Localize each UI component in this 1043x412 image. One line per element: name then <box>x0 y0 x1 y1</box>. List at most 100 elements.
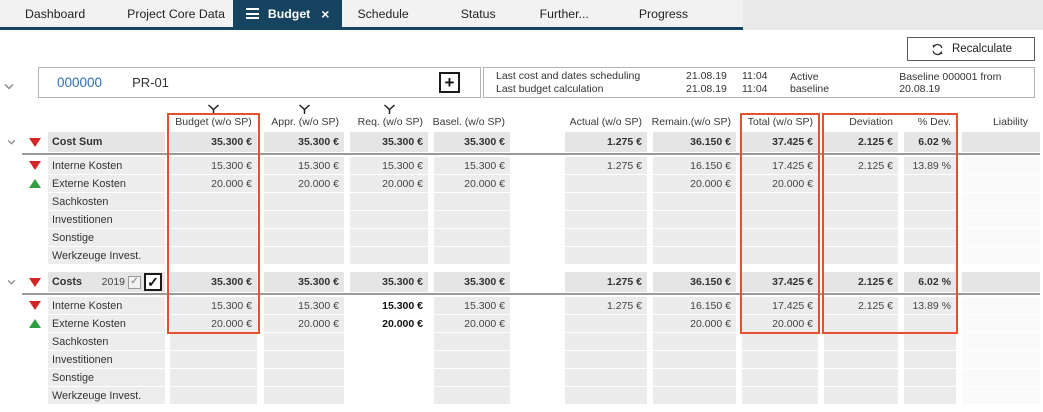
column-header[interactable]: Liability <box>992 115 1028 128</box>
row-label: Sonstige <box>48 369 165 386</box>
column-header[interactable]: Req. (w/o SP) <box>357 115 423 128</box>
cell-actual: 1.275 € <box>565 272 647 292</box>
filter-icon[interactable] <box>383 104 396 115</box>
cell-req[interactable] <box>350 351 428 368</box>
cell-percent-dev <box>904 247 956 264</box>
cell-req[interactable] <box>350 229 428 246</box>
cell-budget: 35.300 € <box>170 132 257 152</box>
table-header: Budget (w/o SP) Appr. (w/o SP) Req. (w/o… <box>0 102 1043 132</box>
cell-actual <box>565 351 647 368</box>
cell-budget: 20.000 € <box>170 315 257 332</box>
column-header[interactable]: Budget (w/o SP) <box>175 115 252 128</box>
cell-appr: 20.000 € <box>264 315 344 332</box>
row-label: Externe Kosten <box>48 175 165 192</box>
tab-budget[interactable]: Budget × <box>232 0 343 27</box>
cell-liability <box>962 193 1040 210</box>
cell-req[interactable]: 15.300 € <box>350 157 428 174</box>
row-label: Investitionen <box>48 351 165 368</box>
cell-appr: 35.300 € <box>264 272 344 292</box>
table-row[interactable]: Sachkosten <box>0 193 1043 210</box>
cell-req[interactable] <box>350 211 428 228</box>
cell-appr: 15.300 € <box>264 157 344 174</box>
cell-percent-dev <box>904 333 956 350</box>
table-row[interactable]: Sonstige <box>0 369 1043 386</box>
column-header[interactable]: % Dev. <box>917 115 951 128</box>
table-row[interactable]: Sachkosten <box>0 333 1043 350</box>
cell-total: 20.000 € <box>742 315 818 332</box>
cell-budget <box>170 247 257 264</box>
cell-req[interactable]: 20.000 € <box>350 315 428 332</box>
cell-deviation: 2.125 € <box>824 272 898 292</box>
column-header[interactable]: Deviation <box>849 115 893 128</box>
cell-basel: 35.300 € <box>434 272 510 292</box>
project-box[interactable]: 000000 PR-01 + <box>38 67 481 98</box>
row-collapse-chevron-icon[interactable] <box>0 279 22 285</box>
hamburger-menu-icon[interactable] <box>245 8 259 19</box>
cell-req[interactable] <box>350 247 428 264</box>
table-row[interactable]: Externe Kosten 20.000 € 20.000 € 20.000 … <box>0 175 1043 192</box>
tab-dashboard[interactable]: Dashboard <box>25 6 86 21</box>
cell-percent-dev <box>904 175 956 192</box>
cell-appr <box>264 193 344 210</box>
recalculate-button[interactable]: Recalculate <box>907 37 1035 61</box>
tab-status[interactable]: Status <box>460 6 496 21</box>
cell-percent-dev <box>904 387 956 404</box>
table-row[interactable]: Interne Kosten 15.300 € 15.300 € 15.300 … <box>0 157 1043 174</box>
table-row[interactable]: Interne Kosten 15.300 € 15.300 € 15.300 … <box>0 297 1043 314</box>
cell-deviation: 2.125 € <box>824 297 898 314</box>
add-icon[interactable]: + <box>439 72 460 93</box>
filter-icon[interactable] <box>298 104 311 115</box>
sum-separator <box>22 153 1040 155</box>
tab-progress[interactable]: Progress <box>638 6 689 21</box>
cell-percent-dev <box>904 193 956 210</box>
cell-remain: 20.000 € <box>653 175 736 192</box>
cell-basel <box>434 369 510 386</box>
cell-basel: 20.000 € <box>434 315 510 332</box>
info-date: 21.08.19 <box>686 83 727 95</box>
project-info-box: Last cost and dates scheduling 21.08.19 … <box>483 67 1035 98</box>
tab-project-core-data[interactable]: Project Core Data <box>127 6 225 21</box>
cell-basel <box>434 333 510 350</box>
refresh-icon <box>932 43 943 55</box>
cell-liability <box>962 157 1040 174</box>
column-header[interactable]: Actual (w/o SP) <box>569 115 642 128</box>
checkbox-checked[interactable]: ✓ <box>144 273 162 291</box>
cell-budget: 15.300 € <box>170 157 257 174</box>
cell-basel <box>434 387 510 404</box>
tab-further[interactable]: Further... <box>539 6 589 21</box>
cell-req[interactable] <box>350 387 428 404</box>
cell-deviation <box>824 229 898 246</box>
cell-appr: 15.300 € <box>264 297 344 314</box>
table-row[interactable]: Werkzeuge Invest. <box>0 247 1043 264</box>
cell-total <box>742 193 818 210</box>
cell-req[interactable]: 15.300 € <box>350 297 428 314</box>
tab-schedule[interactable]: Schedule <box>357 6 409 21</box>
cell-remain <box>653 387 736 404</box>
cell-req[interactable]: 20.000 € <box>350 175 428 192</box>
column-header[interactable]: Remain.(w/o SP) <box>651 115 731 128</box>
column-header[interactable]: Basel. (w/o SP) <box>432 115 505 128</box>
column-header[interactable]: Appr. (w/o SP) <box>271 115 339 128</box>
table-row[interactable]: Werkzeuge Invest. <box>0 387 1043 404</box>
cell-remain: 36.150 € <box>653 272 736 292</box>
last-calculation-info: Last cost and dates scheduling 21.08.19 … <box>496 70 778 95</box>
cell-req[interactable] <box>350 369 428 386</box>
table-row[interactable]: Sonstige <box>0 229 1043 246</box>
cell-req: 35.300 € <box>350 272 428 292</box>
table-row-cost-sum[interactable]: Cost Sum 35.300 € 35.300 € 35.300 € 35.3… <box>0 132 1043 152</box>
close-tab-icon[interactable]: × <box>321 5 330 22</box>
cell-total <box>742 351 818 368</box>
cost-sum-group: Cost Sum 35.300 € 35.300 € 35.300 € 35.3… <box>0 132 1043 264</box>
table-row[interactable]: Investitionen <box>0 211 1043 228</box>
table-row[interactable]: Externe Kosten 20.000 € 20.000 € 20.000 … <box>0 315 1043 332</box>
cell-req[interactable] <box>350 193 428 210</box>
table-row[interactable]: Investitionen <box>0 351 1043 368</box>
cell-req[interactable] <box>350 333 428 350</box>
tab-bar: Dashboard Project Core Data Budget × Sch… <box>0 0 1043 30</box>
table-row-costs[interactable]: Costs 2019 ✓ ✓ 35.300 € 35.300 € 35.300 … <box>0 272 1043 292</box>
cell-total <box>742 247 818 264</box>
cell-remain <box>653 247 736 264</box>
column-header[interactable]: Total (w/o SP) <box>747 115 813 128</box>
row-collapse-chevron-icon[interactable] <box>0 139 22 145</box>
collapse-chevron-icon[interactable] <box>4 77 14 95</box>
